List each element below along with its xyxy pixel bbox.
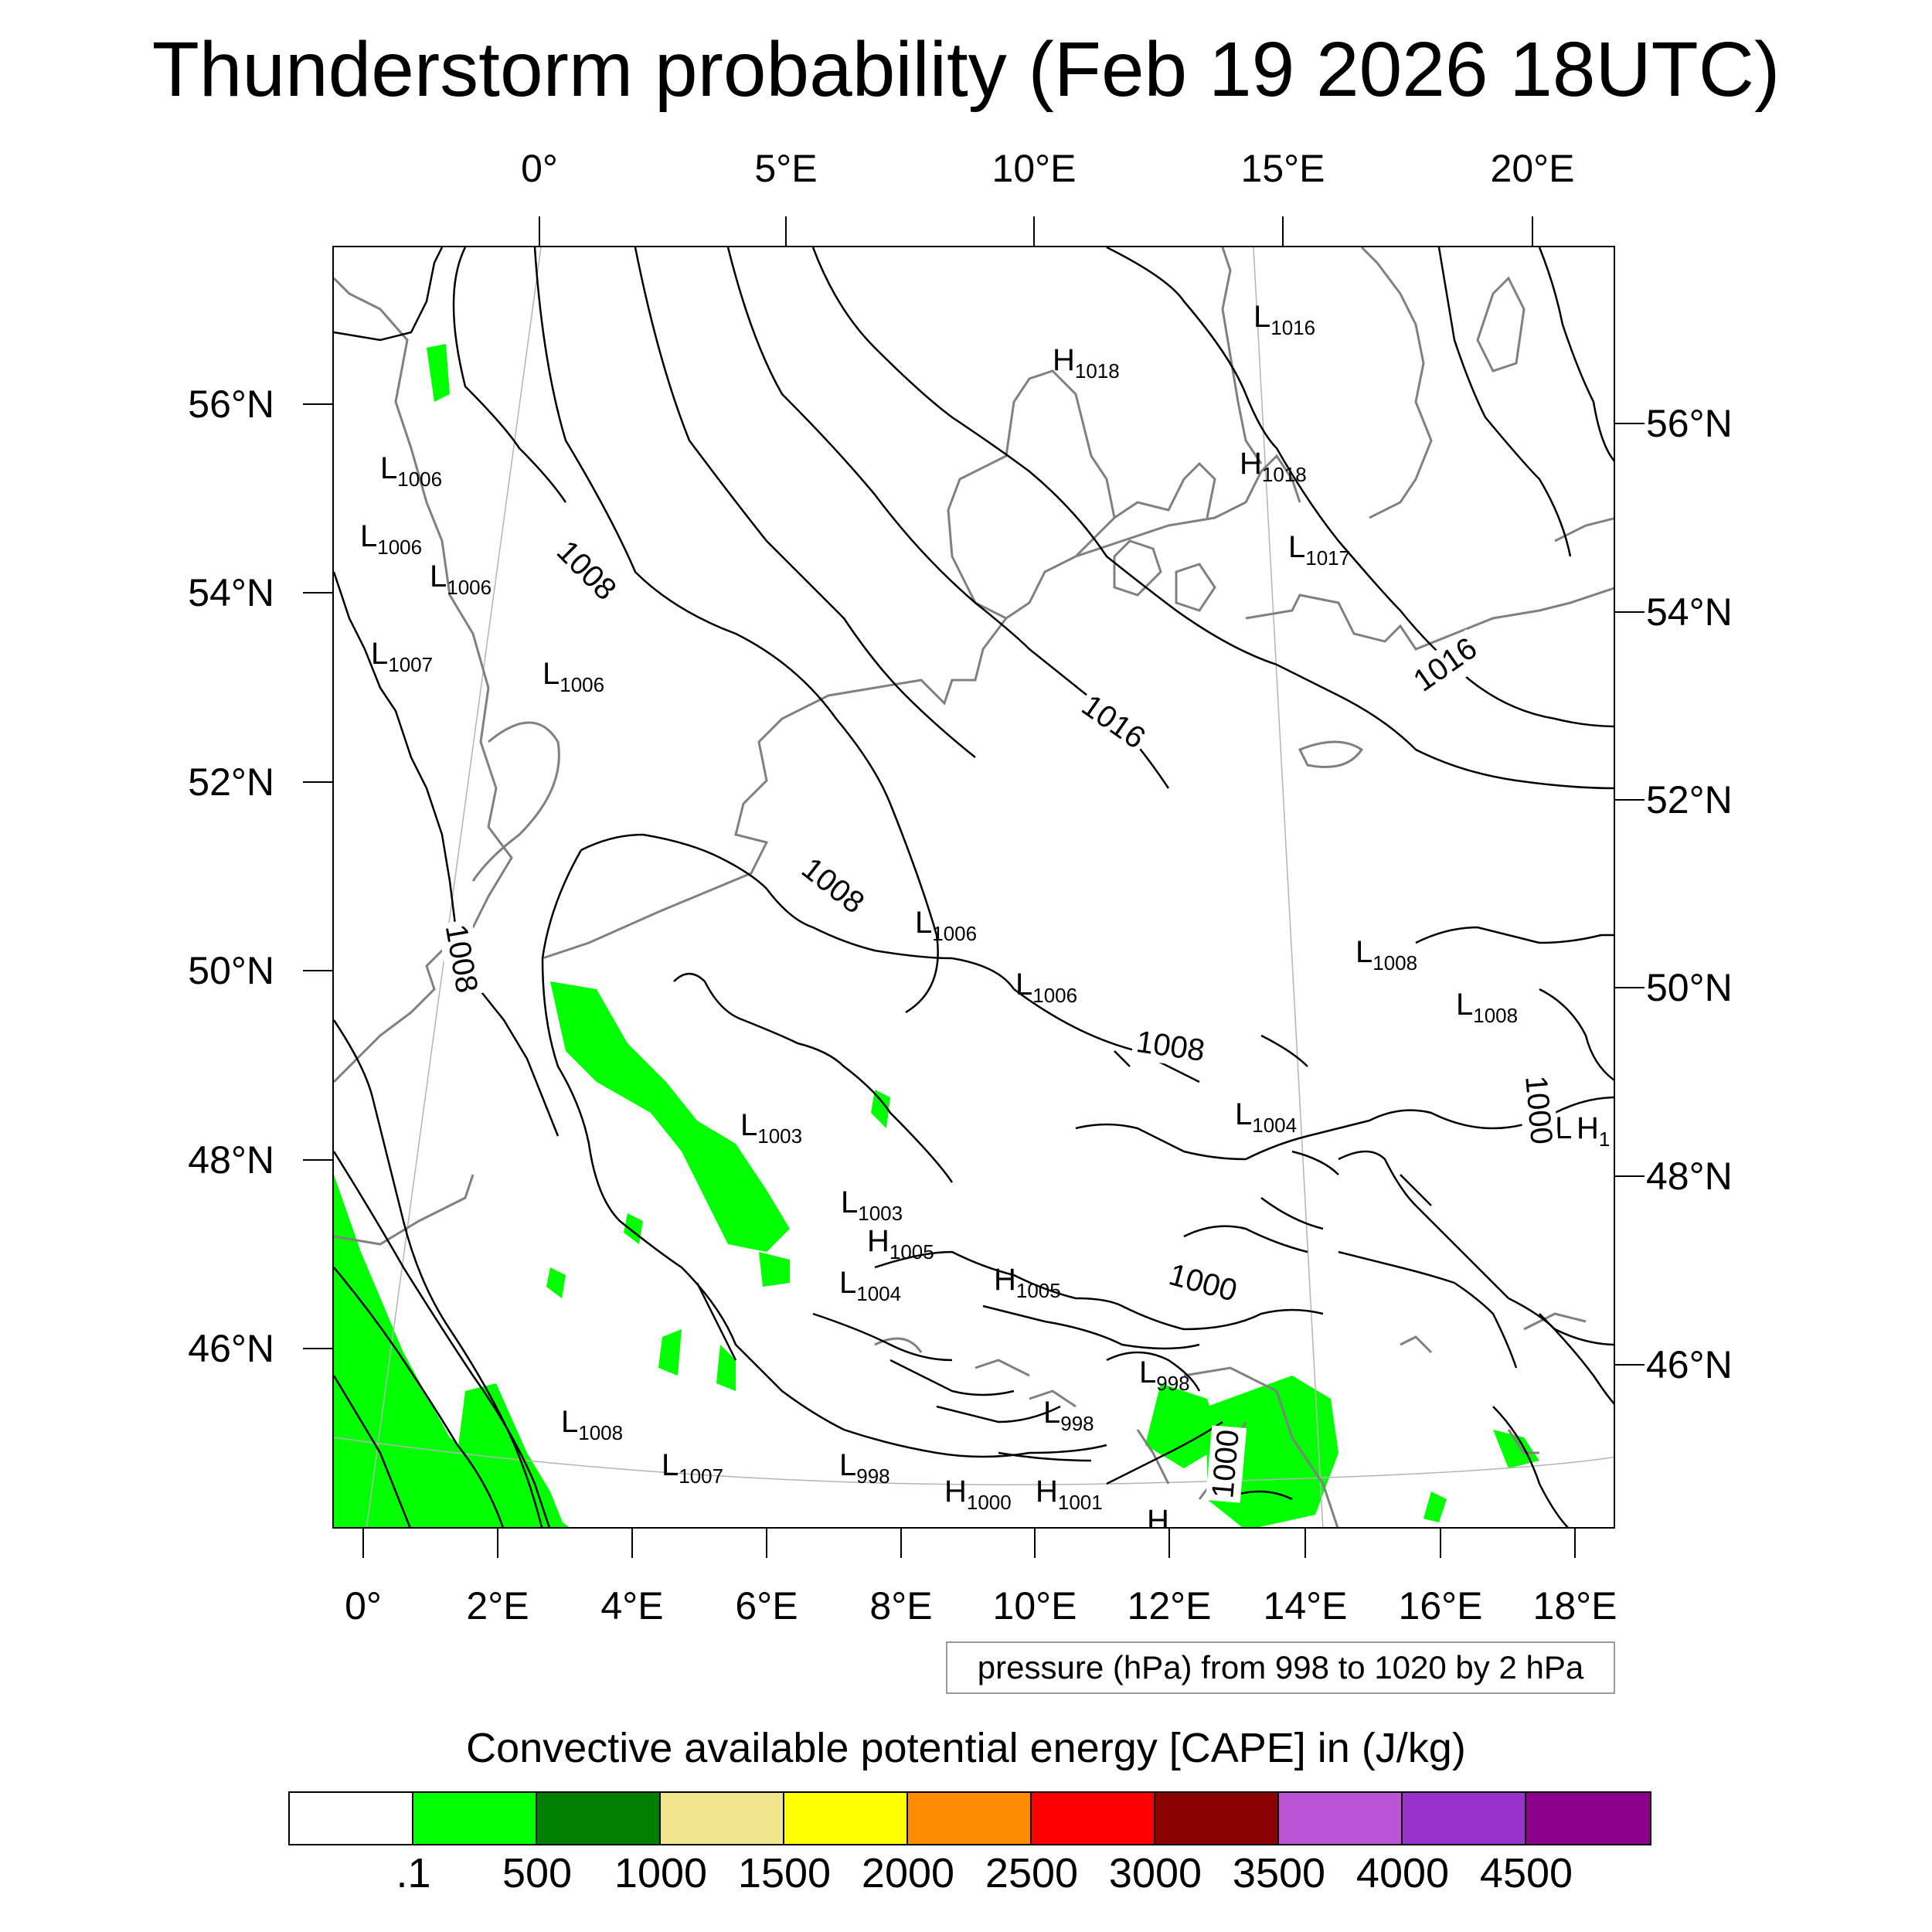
pressure-system-label: L1006 <box>380 451 443 491</box>
cape-areas <box>334 344 1539 1527</box>
pressure-system-label: L1006 <box>430 560 492 599</box>
pressure-system-label: L1017 <box>1288 530 1351 570</box>
right-tick-46n: 46°N <box>1646 1343 1733 1386</box>
colorbar-label: 1500 <box>737 1850 832 1896</box>
colorbar-swatch <box>1403 1793 1526 1844</box>
top-tick-5e: 5°E <box>754 147 818 190</box>
right-tick-48n: 48°N <box>1646 1155 1733 1198</box>
pressure-system-label: L1004 <box>839 1266 902 1305</box>
pressure-system-label: L1006 <box>360 519 423 559</box>
bottom-tick-0: 0° <box>345 1584 382 1628</box>
colorbar-swatch <box>1279 1793 1403 1844</box>
colorbar-label: .1 <box>396 1850 431 1896</box>
pressure-system-label: H1005 <box>994 1263 1061 1302</box>
bottom-tick-2e: 2°E <box>466 1584 529 1628</box>
right-tick-54n: 54°N <box>1646 590 1733 634</box>
pressure-system-label: H <box>1147 1504 1169 1529</box>
bottom-tick-4e: 4°E <box>600 1584 664 1628</box>
colorbar-swatch <box>1032 1793 1155 1844</box>
top-tick-10e: 10°E <box>992 147 1077 190</box>
cape-colorbar <box>288 1791 1651 1845</box>
pressure-system-label: H1005 <box>867 1224 934 1264</box>
colorbar-swatch <box>908 1793 1032 1844</box>
pressure-system-label: L998 <box>1043 1396 1094 1435</box>
pressure-system-label: L <box>1555 1111 1573 1145</box>
colorbar-label: 4000 <box>1355 1850 1450 1896</box>
pressure-system-label: L1003 <box>740 1108 803 1148</box>
pressure-system-label: H1018 <box>1053 343 1120 383</box>
colorbar-swatch <box>537 1793 661 1844</box>
top-tick-20e: 20°E <box>1490 147 1575 190</box>
colorbar-label: 2000 <box>861 1850 955 1896</box>
bottom-tick-8e: 8°E <box>869 1584 933 1628</box>
pressure-system-label: L1008 <box>561 1405 624 1444</box>
colorbar-swatch <box>413 1793 537 1844</box>
pressure-system-label: L1007 <box>662 1448 724 1488</box>
left-tick-52n: 52°N <box>188 760 274 804</box>
legend-title: Convective available potential energy [C… <box>466 1725 1466 1771</box>
isobar-label: 1000 <box>1517 1071 1560 1149</box>
pressure-system-label: H1001 <box>1036 1475 1103 1514</box>
pressure-system-label: H1000 <box>944 1475 1012 1514</box>
bottom-tick-16e: 16°E <box>1398 1584 1483 1628</box>
colorbar-swatch <box>661 1793 784 1844</box>
colorbar-label: 500 <box>502 1850 573 1896</box>
colorbar-swatch <box>1155 1793 1279 1844</box>
pressure-system-label: H1 <box>1577 1111 1611 1151</box>
bottom-tick-18e: 18°E <box>1532 1584 1617 1628</box>
pressure-system-label: L1008 <box>1355 935 1418 975</box>
pressure-system-label: L1008 <box>1456 988 1519 1027</box>
pressure-system-label: L1006 <box>915 906 978 945</box>
colorbar-swatch <box>290 1793 413 1844</box>
pressure-system-label: L1004 <box>1235 1097 1298 1137</box>
bottom-tick-14e: 14°E <box>1263 1584 1348 1628</box>
coastlines <box>334 247 1614 1527</box>
bottom-tick-6e: 6°E <box>735 1584 798 1628</box>
pressure-system-label: L1006 <box>543 657 605 696</box>
right-tick-50n: 50°N <box>1646 966 1733 1009</box>
isobars <box>334 247 1614 1527</box>
right-tick-52n: 52°N <box>1646 778 1733 821</box>
top-tick-15e: 15°E <box>1240 147 1325 190</box>
colorbar-swatch <box>784 1793 908 1844</box>
pressure-range-note: pressure (hPa) from 998 to 1020 by 2 hPa <box>946 1641 1615 1694</box>
colorbar-swatch <box>1526 1793 1650 1844</box>
pressure-system-label: L998 <box>839 1448 890 1488</box>
bottom-tick-10e: 10°E <box>992 1584 1077 1628</box>
bottom-tick-12e: 12°E <box>1127 1584 1212 1628</box>
left-tick-56n: 56°N <box>188 383 274 426</box>
pressure-system-label: L1007 <box>371 637 434 676</box>
colorbar-label: 3500 <box>1232 1850 1326 1896</box>
colorbar-label: 3000 <box>1108 1850 1202 1896</box>
map-title: Thunderstorm probability (Feb 19 2026 18… <box>151 26 1781 113</box>
pressure-system-label: H1018 <box>1240 447 1307 486</box>
left-tick-46n: 46°N <box>188 1327 274 1370</box>
colorbar-label: 1000 <box>614 1850 708 1896</box>
left-tick-54n: 54°N <box>188 571 274 614</box>
pressure-system-label: L1003 <box>841 1185 903 1225</box>
colorbar-label: 4500 <box>1479 1850 1573 1896</box>
pressure-system-label: L1006 <box>1015 968 1078 1007</box>
top-tick-0: 0° <box>521 147 558 190</box>
graticule <box>334 247 1614 1527</box>
colorbar-label: 2500 <box>985 1850 1079 1896</box>
right-tick-56n: 56°N <box>1646 402 1733 445</box>
isobar-label: 1000 <box>1205 1425 1247 1503</box>
left-tick-48n: 48°N <box>188 1138 274 1182</box>
left-tick-50n: 50°N <box>188 949 274 992</box>
pressure-system-label: L998 <box>1139 1355 1190 1395</box>
weather-map: L1016 H1018 H1018 L1017 L1006 L1006 L100… <box>332 246 1615 1529</box>
pressure-system-label: L1016 <box>1253 300 1316 339</box>
